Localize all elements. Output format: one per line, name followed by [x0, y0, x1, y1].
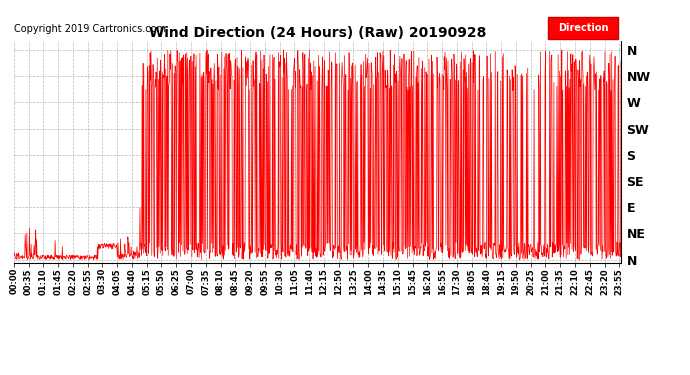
Text: Copyright 2019 Cartronics.com: Copyright 2019 Cartronics.com [14, 24, 166, 33]
FancyBboxPatch shape [548, 17, 618, 39]
Text: Direction: Direction [558, 23, 609, 33]
Title: Wind Direction (24 Hours) (Raw) 20190928: Wind Direction (24 Hours) (Raw) 20190928 [149, 26, 486, 40]
